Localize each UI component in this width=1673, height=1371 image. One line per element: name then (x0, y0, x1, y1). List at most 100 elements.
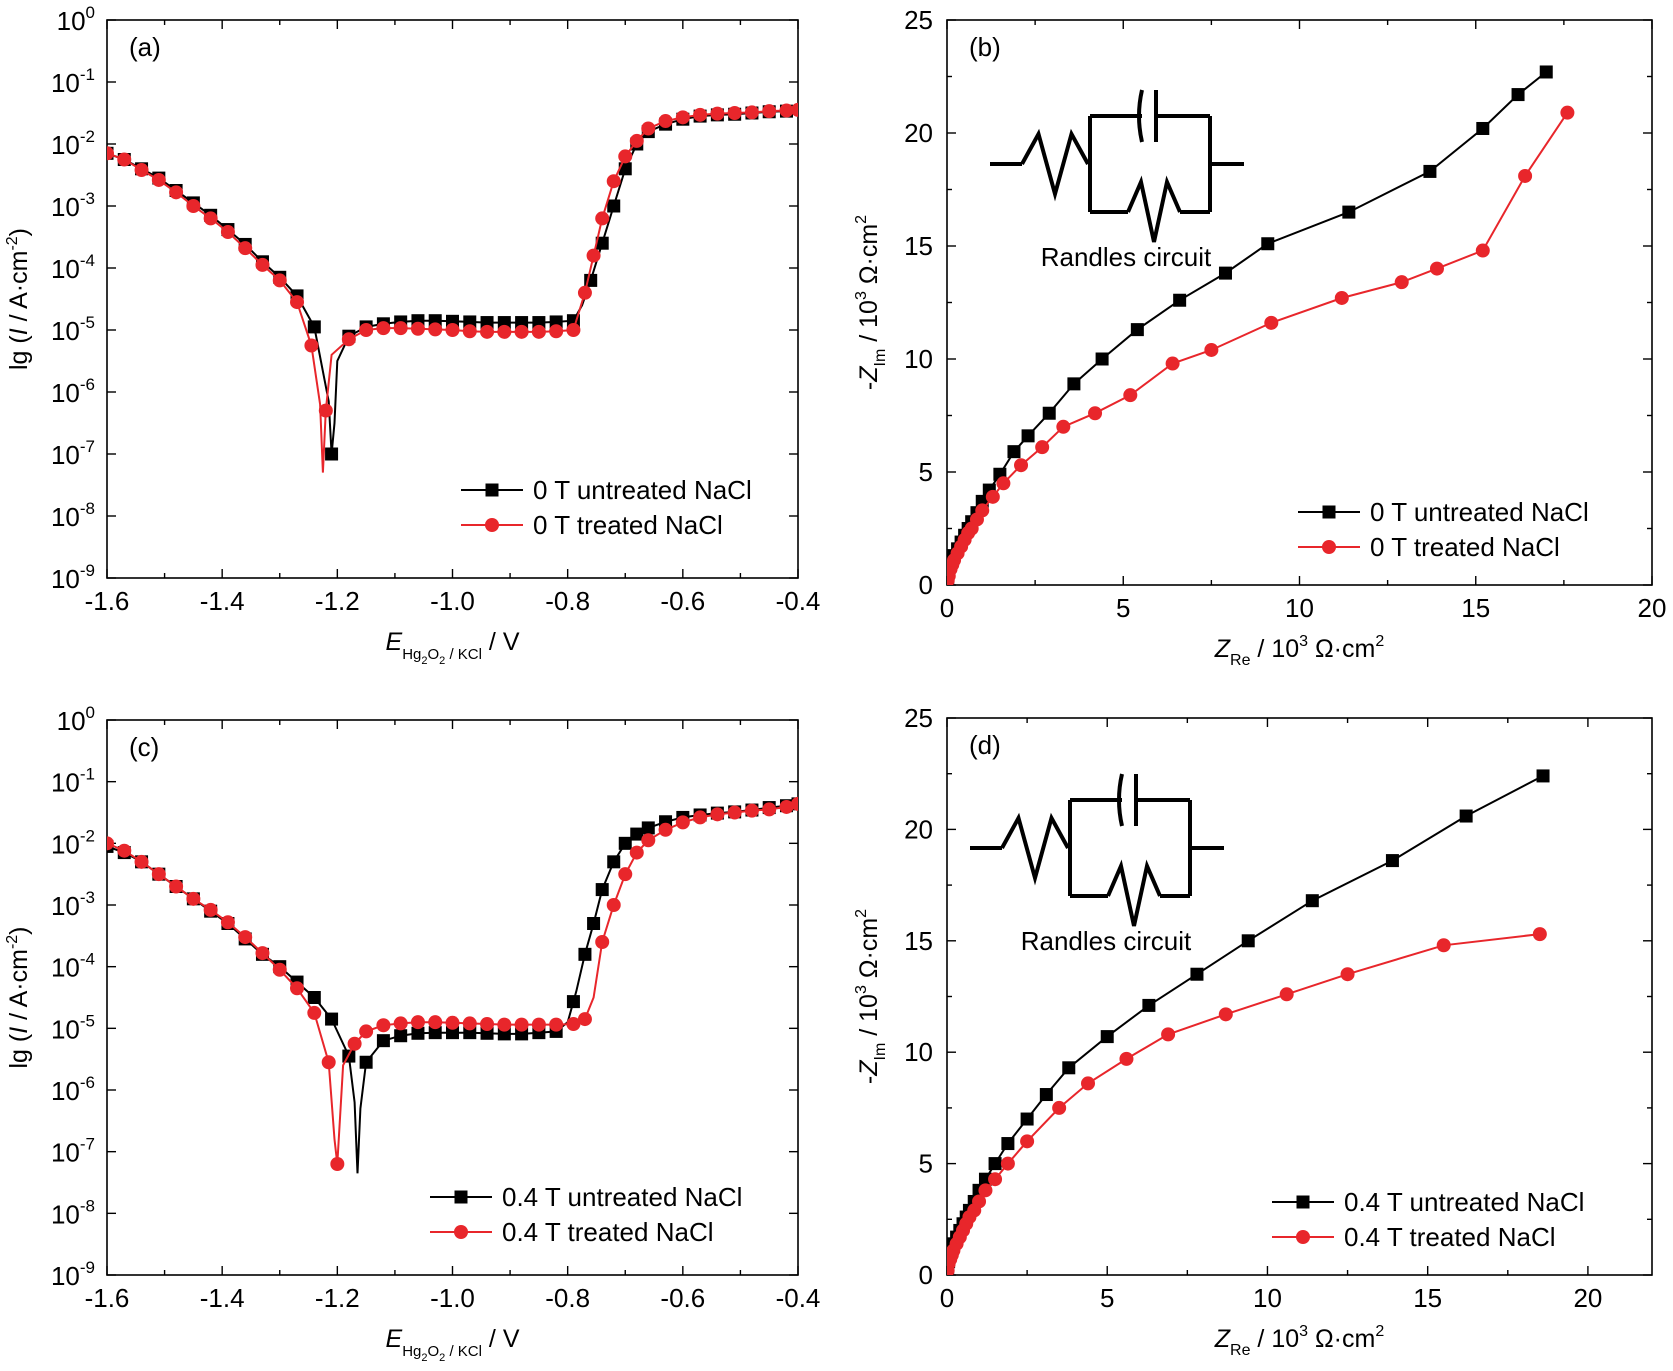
data-point-square (1095, 352, 1109, 366)
data-point-circle (393, 1016, 408, 1031)
data-point-circle (410, 1015, 425, 1030)
data-point-circle (1056, 419, 1071, 434)
data-point-square (1305, 894, 1319, 908)
data-point-square (1020, 1112, 1034, 1126)
data-point-circle (497, 324, 512, 339)
data-point-circle (762, 104, 777, 119)
y-axis-symbol: Z (855, 1060, 883, 1077)
x-axis-symbol: E (386, 1325, 403, 1353)
y-tick-base: 10 (51, 891, 80, 921)
capacitor-plate (1137, 89, 1144, 143)
x-axis-unit: Ω·cm (1308, 1325, 1375, 1353)
x-axis-superscript: 3 (1299, 633, 1308, 650)
data-point-square (1385, 854, 1399, 868)
data-point-circle (480, 324, 495, 339)
data-point-circle (744, 105, 759, 120)
x-axis-subscript: 2 (439, 1352, 445, 1364)
legend-entry-0: 0 T untreated NaCl (461, 475, 752, 505)
x-axis-superscript: 2 (1375, 633, 1384, 650)
x-tick-label: 0 (940, 593, 954, 623)
y-tick-base: 10 (51, 440, 80, 470)
data-point-circle (1161, 1027, 1176, 1042)
data-point-square (428, 1026, 442, 1040)
data-point-square (1001, 1137, 1015, 1151)
data-point-square (1536, 769, 1550, 783)
legend-label: 0.4 T treated NaCl (1344, 1222, 1556, 1252)
inset-label: Randles circuit (1021, 926, 1192, 956)
x-tick-label: -1.4 (200, 586, 245, 616)
randles-circuit-icon (970, 773, 1224, 927)
y-tick-exponent: -5 (80, 313, 95, 332)
y-tick-base: 10 (51, 829, 80, 859)
y-axis-symbol: I (5, 328, 33, 335)
data-point-circle (203, 211, 218, 226)
data-point-circle (428, 1015, 443, 1030)
y-axis-symbol: I (5, 1027, 33, 1034)
legend-square-marker (454, 1190, 468, 1204)
y-tick-base: 10 (51, 564, 80, 594)
data-point-square (1021, 429, 1035, 443)
data-point-square (607, 855, 621, 869)
x-axis-subscript: 2 (439, 655, 445, 667)
y-tick-exponent: -1 (80, 765, 95, 784)
x-axis-subscript: 2 (421, 655, 427, 667)
y-axis-superscript: -2 (4, 935, 21, 949)
legend-circle-marker (1296, 1230, 1310, 1244)
data-point-circle (1052, 1100, 1067, 1115)
data-point-circle (1218, 1007, 1233, 1022)
x-axis-text: / 10 (1250, 1325, 1299, 1353)
data-layer (947, 769, 1550, 1275)
y-axis-superscript: 3 (853, 985, 870, 994)
y-tick-base: 10 (51, 1076, 80, 1106)
y-axis-subscript: Im (872, 349, 889, 367)
data-point-circle (445, 323, 460, 337)
data-point-circle (1119, 1051, 1134, 1066)
data-point-square (1142, 998, 1156, 1012)
x-tick-label: 15 (1461, 593, 1490, 623)
y-tick-label: 100 (57, 703, 95, 736)
data-point-circle (1035, 440, 1050, 455)
data-point-circle (428, 322, 443, 337)
data-point-circle (744, 803, 759, 818)
y-tick-exponent: -9 (80, 1258, 95, 1277)
y-tick-base: 10 (51, 1199, 80, 1229)
data-point-square (1042, 406, 1056, 420)
data-point-circle (220, 915, 235, 930)
data-point-circle (514, 324, 529, 339)
y-tick-base: 10 (51, 192, 80, 222)
data-point-circle (988, 1172, 1003, 1187)
y-tick-label: 20 (904, 118, 933, 148)
data-point-square (1130, 323, 1144, 337)
x-axis-subscript: / KCl (445, 1343, 482, 1360)
data-point-circle (710, 106, 725, 121)
data-point-square (618, 836, 632, 850)
x-axis-symbol: Z (1214, 635, 1231, 663)
y-tick-label: 10-4 (51, 950, 95, 983)
panel-label: (d) (969, 730, 1001, 760)
x-axis-unit: / V (482, 1325, 520, 1353)
y-tick-label: 15 (904, 231, 933, 261)
x-tick-label: -0.8 (545, 586, 590, 616)
data-point-circle (985, 489, 1000, 504)
data-point-circle (117, 843, 132, 858)
y-tick-label: 10-9 (51, 561, 95, 594)
y-tick-base: 10 (51, 316, 80, 346)
x-tick-label: 5 (1100, 1283, 1114, 1313)
x-tick-label: 5 (1116, 593, 1130, 623)
y-tick-exponent: -6 (80, 1073, 95, 1092)
data-point-circle (238, 930, 253, 945)
data-point-circle (1204, 342, 1219, 357)
data-point-square (1539, 65, 1553, 79)
data-point-square (1173, 293, 1187, 307)
x-axis-subscript: / KCl (445, 646, 482, 663)
data-point-circle (566, 1017, 581, 1032)
data-layer (107, 102, 798, 473)
data-point-circle (762, 802, 777, 817)
data-point-square (630, 827, 644, 841)
y-axis-superscript: -2 (4, 236, 21, 250)
data-point-square (1062, 1061, 1076, 1075)
y-axis-text: - (855, 382, 883, 390)
y-tick-exponent: -4 (80, 251, 95, 270)
